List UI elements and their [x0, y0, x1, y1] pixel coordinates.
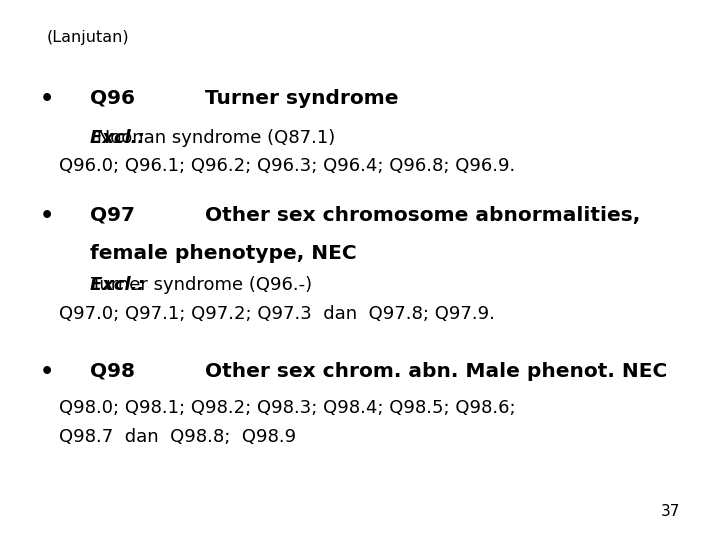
Text: Q98.0; Q98.1; Q98.2; Q98.3; Q98.4; Q98.5; Q98.6;: Q98.0; Q98.1; Q98.2; Q98.3; Q98.4; Q98.5…: [59, 399, 516, 416]
Text: Q98.7  dan  Q98.8;  Q98.9: Q98.7 dan Q98.8; Q98.9: [59, 428, 296, 445]
Text: •: •: [40, 206, 54, 226]
Text: Noonan syndrome (Q87.1): Noonan syndrome (Q87.1): [91, 129, 336, 146]
Text: Q96.0; Q96.1; Q96.2; Q96.3; Q96.4; Q96.8; Q96.9.: Q96.0; Q96.1; Q96.2; Q96.3; Q96.4; Q96.8…: [59, 157, 516, 174]
Text: •: •: [40, 89, 54, 109]
Text: Turner syndrome (Q96.-): Turner syndrome (Q96.-): [91, 276, 312, 294]
Text: 37: 37: [661, 504, 680, 519]
Text: Excl.:: Excl.:: [90, 276, 151, 294]
Text: Q97.0; Q97.1; Q97.2; Q97.3  dan  Q97.8; Q97.9.: Q97.0; Q97.1; Q97.2; Q97.3 dan Q97.8; Q9…: [59, 305, 495, 323]
Text: Q96          Turner syndrome: Q96 Turner syndrome: [90, 89, 398, 108]
Text: (Lanjutan): (Lanjutan): [47, 30, 130, 45]
Text: •: •: [40, 362, 54, 382]
Text: Excl.:: Excl.:: [90, 129, 151, 146]
Text: female phenotype, NEC: female phenotype, NEC: [90, 244, 356, 263]
Text: Q98          Other sex chrom. abn. Male phenot. NEC: Q98 Other sex chrom. abn. Male phenot. N…: [90, 362, 667, 381]
Text: Q97          Other sex chromosome abnormalities,: Q97 Other sex chromosome abnormalities,: [90, 206, 640, 225]
